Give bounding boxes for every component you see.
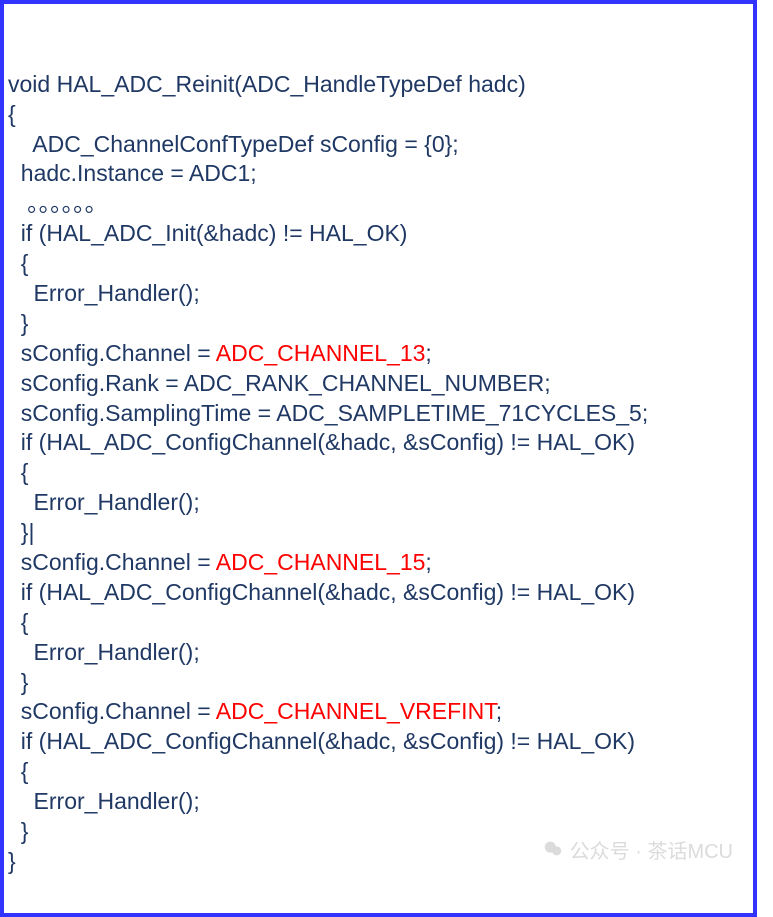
- code-line: }|: [8, 518, 749, 548]
- code-line: {: [8, 458, 749, 488]
- code-line: ADC_ChannelConfTypeDef sConfig = {0};: [8, 130, 749, 160]
- code-line: {: [8, 757, 749, 787]
- code-line: {: [8, 249, 749, 279]
- code-line: Error_Handler();: [8, 279, 749, 309]
- code-line: hadc.Instance = ADC1;: [8, 159, 749, 189]
- code-line: }: [8, 668, 749, 698]
- code-line: }: [8, 309, 749, 339]
- wechat-icon: [508, 812, 563, 893]
- code-line: Error_Handler();: [8, 638, 749, 668]
- highlight-token: ADC_CHANNEL_13: [216, 340, 426, 366]
- code-line: sConfig.Rank = ADC_RANK_CHANNEL_NUMBER;: [8, 369, 749, 399]
- code-line: if (HAL_ADC_Init(&hadc) != HAL_OK): [8, 219, 749, 249]
- code-line: {: [8, 608, 749, 638]
- code-line: sConfig.SamplingTime = ADC_SAMPLETIME_71…: [8, 399, 749, 429]
- highlight-token: ADC_CHANNEL_VREFINT: [216, 698, 496, 724]
- code-line: 。。。。。。: [8, 189, 749, 219]
- code-line: if (HAL_ADC_ConfigChannel(&hadc, &sConfi…: [8, 578, 749, 608]
- code-line: sConfig.Channel = ADC_CHANNEL_VREFINT;: [8, 697, 749, 727]
- watermark-text: 公众号 · 茶话MCU: [570, 839, 733, 865]
- code-line: {: [8, 100, 749, 130]
- code-block: void HAL_ADC_Reinit(ADC_HandleTypeDef ha…: [0, 0, 757, 917]
- watermark: 公众号 · 茶话MCU: [508, 812, 733, 893]
- code-line: if (HAL_ADC_ConfigChannel(&hadc, &sConfi…: [8, 727, 749, 757]
- code-line: if (HAL_ADC_ConfigChannel(&hadc, &sConfi…: [8, 428, 749, 458]
- code-line: void HAL_ADC_Reinit(ADC_HandleTypeDef ha…: [8, 70, 749, 100]
- highlight-token: ADC_CHANNEL_15: [216, 549, 426, 575]
- code-line: Error_Handler();: [8, 488, 749, 518]
- code-line: sConfig.Channel = ADC_CHANNEL_13;: [8, 339, 749, 369]
- code-line: sConfig.Channel = ADC_CHANNEL_15;: [8, 548, 749, 578]
